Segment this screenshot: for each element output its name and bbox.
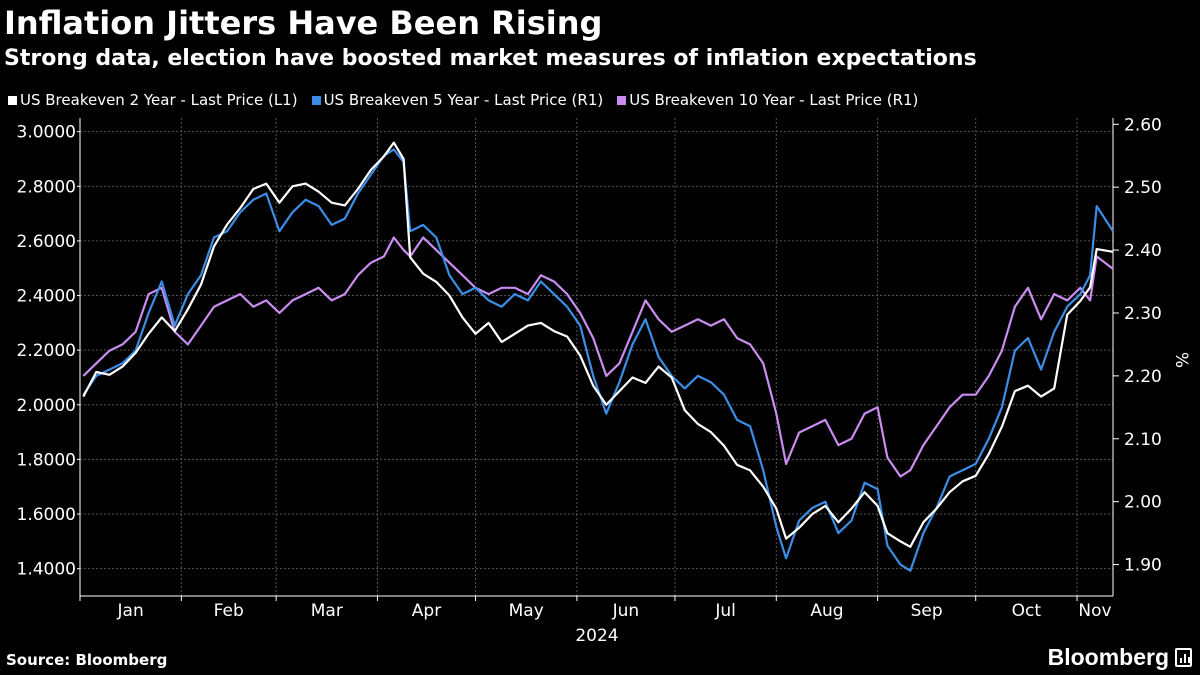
x-tick-label: Sep — [911, 601, 943, 621]
bloomberg-logo-text: Bloomberg — [1047, 644, 1169, 670]
legend: US Breakeven 2 Year - Last Price (L1) US… — [8, 91, 918, 109]
legend-label-2y: US Breakeven 2 Year - Last Price (L1) — [20, 91, 298, 109]
x-tick-label: Feb — [214, 601, 244, 621]
axes — [79, 118, 1114, 597]
x-tick-label: Jan — [117, 601, 144, 621]
x-tick-label: Jul — [714, 601, 736, 621]
left-tick-label: 2.4000 — [17, 287, 76, 307]
chart-subtitle: Strong data, election have boosted marke… — [4, 46, 977, 71]
legend-item-2y: US Breakeven 2 Year - Last Price (L1) — [8, 91, 298, 109]
x-axis-ticks: Jan Feb Mar Apr May Jun Jul Aug Sep Oct Nov — [79, 596, 1112, 621]
right-tick-label: 2.20 — [1124, 367, 1162, 387]
legend-label-5y: US Breakeven 5 Year - Last Price (R1) — [323, 91, 604, 109]
left-tick-label: 2.6000 — [17, 232, 76, 252]
legend-item-5y: US Breakeven 5 Year - Last Price (R1) — [311, 91, 604, 109]
right-tick-label: 2.60 — [1124, 115, 1162, 135]
legend-label-10y: US Breakeven 10 Year - Last Price (R1) — [629, 91, 919, 109]
left-tick-label: 2.2000 — [17, 341, 76, 361]
source-note: Source: Bloomberg — [6, 651, 168, 669]
bloomberg-logo: Bloomberg — [1048, 644, 1192, 671]
series-line-10y — [82, 236, 1114, 478]
series-line-2y — [82, 141, 1114, 548]
x-tick-label: Oct — [1012, 601, 1042, 621]
legend-swatch-10y — [617, 95, 627, 105]
right-tick-label: 2.30 — [1124, 304, 1162, 324]
chart-title: Inflation Jitters Have Been Rising — [4, 4, 603, 42]
x-axis-year-label: 2024 — [575, 626, 618, 646]
left-tick-label: 3.0000 — [17, 123, 76, 143]
legend-swatch-2y — [8, 95, 17, 105]
right-tick-label: 2.50 — [1124, 178, 1162, 198]
right-tick-label: 2.40 — [1124, 241, 1162, 261]
x-tick-label: Nov — [1078, 601, 1111, 621]
right-tick-label: 2.10 — [1124, 430, 1162, 450]
legend-item-10y: US Breakeven 10 Year - Last Price (R1) — [617, 91, 918, 109]
x-tick-label: Aug — [810, 601, 843, 621]
x-tick-label: Jun — [612, 601, 640, 621]
gridlines — [80, 118, 1113, 596]
x-tick-label: Apr — [412, 601, 441, 621]
left-tick-label: 1.6000 — [17, 505, 76, 525]
left-axis-ticks: 3.0000 2.8000 2.6000 2.4000 2.2000 2.0000 1.80… — [17, 123, 80, 580]
left-tick-label: 2.8000 — [17, 177, 76, 197]
right-tick-label: 2.00 — [1124, 493, 1162, 513]
bloomberg-logo-icon — [1175, 648, 1192, 667]
x-tick-label: May — [509, 601, 544, 621]
x-tick-label: Mar — [311, 601, 343, 621]
right-axis-ticks: 2.60 2.50 2.40 2.30 2.20 2.10 2.00 1.90 — [1113, 115, 1162, 576]
left-tick-label: 1.8000 — [17, 450, 76, 470]
left-tick-label: 2.0000 — [17, 396, 76, 416]
legend-swatch-5y — [311, 95, 321, 105]
series-lines — [82, 141, 1114, 572]
right-axis-unit-label: % — [1171, 352, 1191, 368]
left-tick-label: 1.4000 — [17, 560, 76, 580]
right-tick-label: 1.90 — [1124, 556, 1162, 576]
